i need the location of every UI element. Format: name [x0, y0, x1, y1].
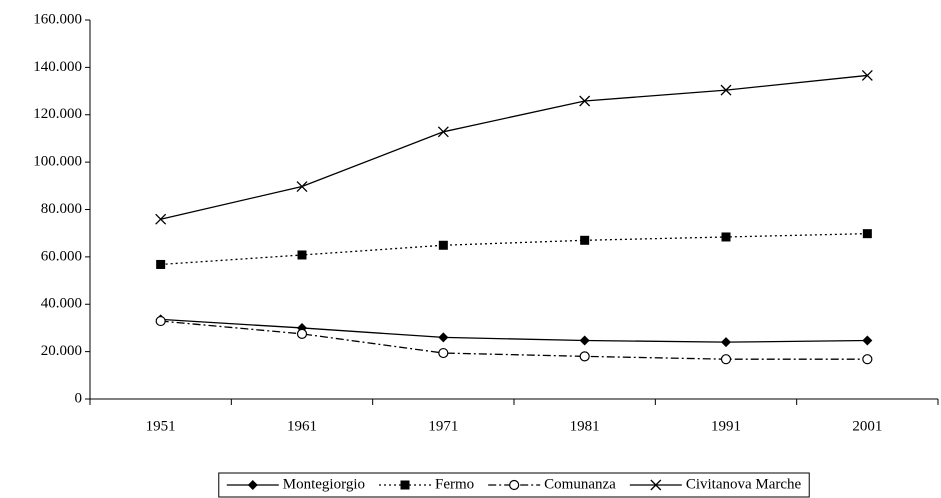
legend-label: Fermo	[435, 476, 474, 492]
legend-item: Fermo	[379, 476, 474, 492]
legend-item: Montegiorgio	[226, 476, 365, 492]
marker	[296, 181, 308, 192]
x-tick-label: 1971	[428, 418, 458, 434]
legend-label: Comunanza	[544, 476, 616, 492]
marker	[720, 84, 732, 96]
marker	[720, 354, 732, 365]
marker	[437, 126, 449, 138]
legend-item: Comunanza	[488, 476, 616, 492]
marker	[721, 337, 731, 348]
marker	[861, 69, 873, 81]
legend-label: Civitanova Marche	[686, 476, 802, 492]
y-tick-label: 80.000	[41, 201, 82, 217]
marker	[509, 479, 520, 491]
y-tick-label: 0	[75, 390, 83, 406]
marker	[400, 480, 410, 490]
y-tick-label: 140.000	[33, 59, 82, 75]
y-tick-label: 20.000	[41, 343, 82, 359]
y-tick-label: 60.000	[41, 248, 82, 264]
marker	[296, 328, 308, 339]
marker	[156, 259, 166, 269]
x-tick-label: 2001	[852, 418, 882, 434]
legend-label: Montegiorgio	[283, 476, 365, 492]
marker	[297, 250, 307, 260]
marker	[579, 335, 590, 346]
series-line	[160, 233, 868, 266]
marker	[580, 235, 590, 245]
y-tick-label: 120.000	[33, 106, 82, 122]
x-tick-label: 1991	[711, 418, 741, 434]
series-line	[160, 74, 868, 220]
marker	[155, 315, 166, 327]
legend: Montegiorgio Fermo Comunanza Civitanova Mar…	[218, 472, 810, 498]
series-line	[160, 320, 868, 360]
marker	[862, 229, 872, 239]
y-tick-label: 40.000	[41, 296, 82, 312]
legend-item: Civitanova Marche	[629, 476, 802, 492]
x-tick-label: 1951	[146, 418, 176, 434]
marker	[650, 479, 662, 491]
marker	[438, 240, 448, 250]
x-tick-label: 1961	[287, 418, 317, 434]
marker	[247, 480, 258, 490]
marker	[721, 232, 731, 242]
y-tick-label: 160.000	[33, 11, 82, 27]
marker	[862, 335, 873, 346]
marker	[438, 332, 449, 343]
marker	[438, 347, 449, 359]
marker	[862, 354, 873, 365]
marker	[579, 351, 590, 362]
y-tick-label: 100.000	[33, 154, 82, 170]
marker	[155, 213, 167, 225]
series-line	[160, 318, 868, 343]
x-tick-label: 1981	[570, 418, 600, 434]
marker	[579, 95, 591, 107]
